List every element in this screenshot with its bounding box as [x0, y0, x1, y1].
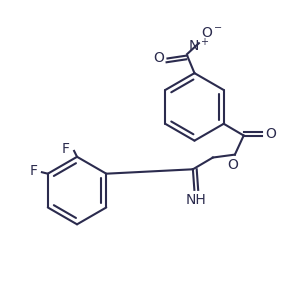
Text: O$^-$: O$^-$ — [201, 26, 223, 40]
Text: O: O — [266, 127, 276, 141]
Text: O: O — [153, 51, 164, 65]
Text: O: O — [228, 158, 239, 172]
Text: F: F — [62, 142, 70, 157]
Text: NH: NH — [186, 193, 206, 207]
Text: F: F — [30, 164, 37, 178]
Text: N$^+$: N$^+$ — [188, 37, 210, 55]
